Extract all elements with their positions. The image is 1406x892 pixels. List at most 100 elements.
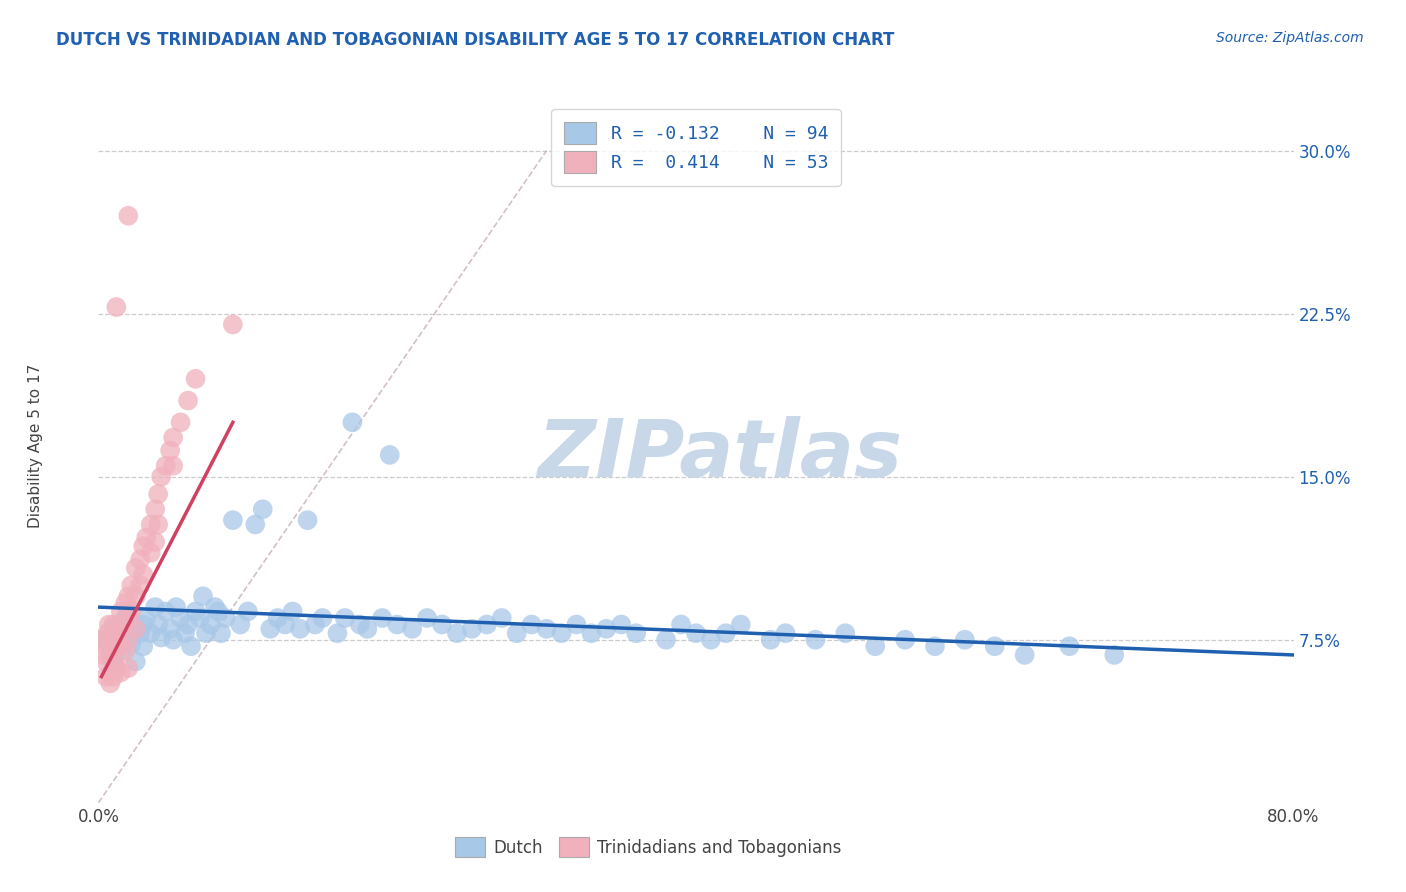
Point — [117, 209, 139, 223]
Point — [143, 600, 166, 615]
Point — [129, 578, 152, 592]
Point — [135, 531, 157, 545]
Point — [191, 589, 214, 603]
Point — [150, 631, 173, 645]
Point — [135, 611, 157, 625]
Point — [385, 617, 409, 632]
Point — [565, 617, 588, 632]
Point — [114, 617, 136, 632]
Point — [184, 605, 207, 619]
Point — [125, 622, 148, 636]
Point — [259, 622, 281, 636]
Point — [759, 632, 782, 647]
Point — [401, 622, 423, 636]
Point — [103, 617, 125, 632]
Point — [169, 415, 191, 429]
Point — [120, 637, 142, 651]
Point — [117, 661, 139, 675]
Point — [103, 648, 125, 662]
Point — [209, 626, 232, 640]
Point — [894, 632, 917, 647]
Point — [155, 458, 177, 473]
Point — [924, 639, 946, 653]
Point — [207, 605, 229, 619]
Point — [165, 600, 187, 615]
Point — [162, 458, 184, 473]
Point — [865, 639, 887, 653]
Point — [236, 605, 259, 619]
Point — [953, 632, 976, 647]
Point — [139, 626, 162, 640]
Point — [311, 611, 333, 625]
Point — [669, 617, 692, 632]
Point — [105, 626, 128, 640]
Point — [378, 448, 401, 462]
Point — [475, 617, 498, 632]
Point — [117, 589, 139, 603]
Point — [177, 617, 200, 632]
Point — [730, 617, 752, 632]
Point — [132, 617, 155, 632]
Point — [94, 670, 117, 684]
Point — [1014, 648, 1036, 662]
Point — [297, 513, 319, 527]
Point — [461, 622, 484, 636]
Point — [117, 632, 139, 647]
Point — [132, 539, 155, 553]
Point — [125, 589, 148, 603]
Point — [222, 318, 245, 332]
Point — [252, 502, 274, 516]
Point — [117, 631, 139, 645]
Point — [162, 632, 184, 647]
Point — [274, 617, 297, 632]
Text: Disability Age 5 to 17: Disability Age 5 to 17 — [28, 364, 42, 528]
Point — [103, 655, 125, 669]
Point — [98, 648, 122, 662]
Point — [110, 622, 132, 636]
Point — [103, 622, 125, 636]
Point — [333, 611, 356, 625]
Point — [685, 626, 707, 640]
Point — [506, 626, 529, 640]
Point — [581, 626, 603, 640]
Point — [222, 513, 245, 527]
Point — [159, 622, 181, 636]
Point — [120, 578, 142, 592]
Point — [983, 639, 1005, 653]
Point — [162, 431, 184, 445]
Text: Source: ZipAtlas.com: Source: ZipAtlas.com — [1216, 31, 1364, 45]
Point — [834, 626, 856, 640]
Point — [159, 443, 181, 458]
Point — [105, 622, 128, 636]
Point — [700, 632, 723, 647]
Point — [125, 561, 148, 575]
Point — [94, 632, 117, 647]
Point — [491, 611, 513, 625]
Point — [129, 552, 152, 566]
Point — [148, 517, 170, 532]
Point — [114, 596, 136, 610]
Point — [110, 605, 132, 619]
Point — [536, 622, 558, 636]
Point — [98, 632, 122, 647]
Point — [177, 393, 200, 408]
Point — [132, 567, 155, 582]
Point — [326, 626, 349, 640]
Point — [180, 639, 202, 653]
Point — [288, 622, 311, 636]
Point — [97, 617, 120, 632]
Point — [139, 517, 162, 532]
Point — [129, 626, 152, 640]
Point — [655, 632, 678, 647]
Point — [110, 643, 132, 657]
Point — [90, 632, 112, 647]
Point — [105, 639, 128, 653]
Point — [204, 600, 226, 615]
Point — [103, 670, 125, 684]
Point — [117, 611, 139, 625]
Point — [125, 655, 148, 669]
Point — [110, 617, 132, 632]
Point — [371, 611, 394, 625]
Point — [103, 655, 125, 669]
Point — [184, 372, 207, 386]
